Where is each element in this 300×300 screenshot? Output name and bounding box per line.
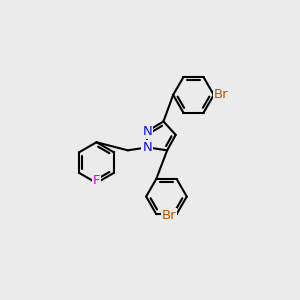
Text: F: F bbox=[93, 174, 100, 187]
Text: Br: Br bbox=[162, 209, 176, 222]
Text: N: N bbox=[142, 125, 152, 138]
Text: Br: Br bbox=[214, 88, 229, 101]
Text: N: N bbox=[142, 141, 152, 154]
